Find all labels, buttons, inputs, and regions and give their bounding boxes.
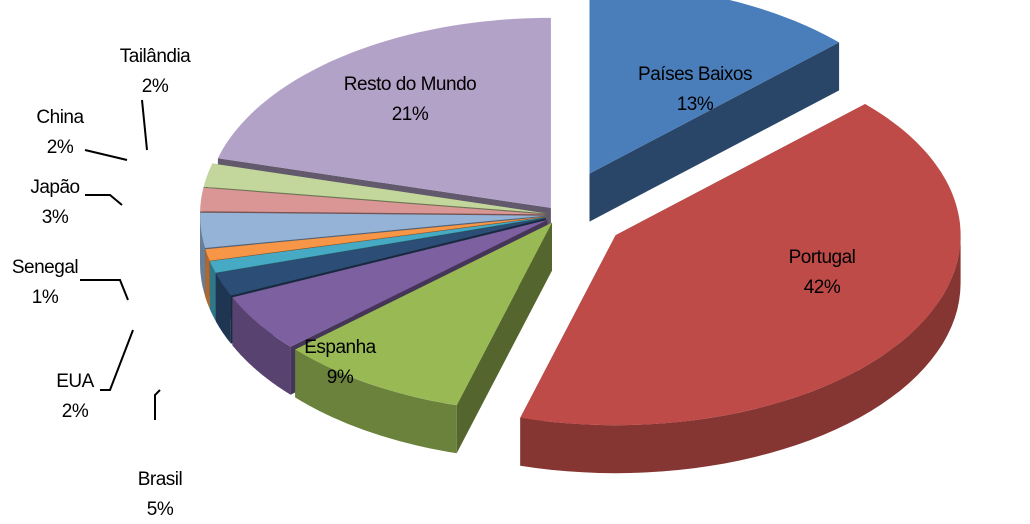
value-label: 2% <box>62 401 89 422</box>
slice <box>215 218 546 296</box>
slice-label: Resto do Mundo <box>344 74 476 95</box>
slice-side <box>520 235 961 474</box>
slice <box>209 217 546 273</box>
leader-line <box>100 329 134 391</box>
value-label: 3% <box>42 207 69 228</box>
slice-label: Brasil <box>138 469 183 490</box>
value-label: 2% <box>47 137 74 158</box>
slice <box>589 0 840 174</box>
slice <box>200 212 545 248</box>
value-label: 5% <box>147 499 174 520</box>
slice-side <box>589 42 840 222</box>
leader-line <box>85 194 123 206</box>
slice-side <box>232 297 291 395</box>
slice-side <box>200 215 206 296</box>
slice-side <box>215 273 231 344</box>
value-label: 13% <box>677 94 714 115</box>
slice <box>205 216 546 261</box>
slice-side <box>205 249 210 309</box>
value-label: 9% <box>327 367 354 388</box>
value-label: 1% <box>32 287 59 308</box>
slice <box>520 104 961 426</box>
slice <box>203 163 546 214</box>
slice <box>200 187 545 215</box>
slice <box>295 222 552 406</box>
slice-label: Portugal <box>789 247 856 268</box>
slice-label: Tailândia <box>120 46 191 67</box>
slice-label: Países Baixos <box>638 64 752 85</box>
value-label: 2% <box>142 76 169 97</box>
slice-label: Senegal <box>12 257 78 278</box>
leader-line <box>141 99 148 151</box>
leader-line <box>84 149 128 161</box>
slice-label: Japão <box>30 177 79 198</box>
slices <box>200 0 961 474</box>
value-label: 21% <box>392 104 429 125</box>
leader-line <box>80 279 129 301</box>
leader-line <box>154 389 161 420</box>
slice-side <box>209 261 216 321</box>
value-label: 42% <box>804 277 841 298</box>
slice <box>217 17 551 208</box>
slice-label: EUA <box>56 371 94 392</box>
slice-label: China <box>36 107 84 128</box>
slice-label: Espanha <box>304 337 376 358</box>
slice <box>232 219 548 347</box>
slice-side <box>295 349 457 454</box>
